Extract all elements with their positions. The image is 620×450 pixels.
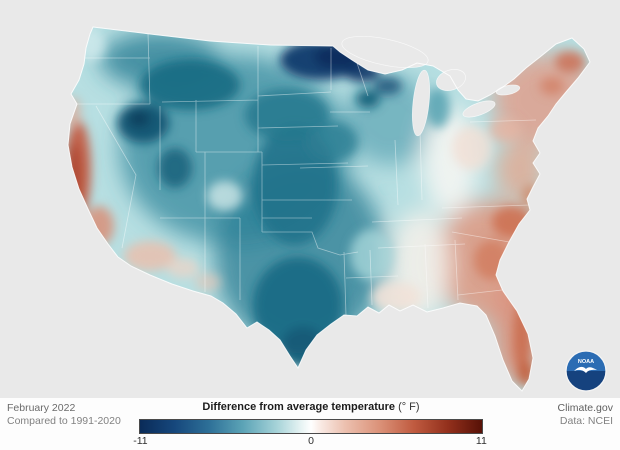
noaa-gull-icon xyxy=(574,366,597,373)
us-temperature-anomaly-map: NOAA xyxy=(0,0,620,398)
noaa-logo-sky xyxy=(566,351,606,371)
source-site-label: Climate.gov xyxy=(557,402,613,414)
lake-superior xyxy=(341,35,429,69)
detail-anomaly-blobs xyxy=(68,29,585,386)
lake-erie xyxy=(462,100,496,118)
noaa-logo-ring xyxy=(565,350,607,392)
legend-title-text: Difference from average temperature xyxy=(202,401,395,413)
tick-max: 11 xyxy=(475,435,487,447)
legend-tick-labels: -11 0 11 xyxy=(133,435,487,449)
color-scale-legend: Difference from average temperature (° F… xyxy=(133,401,487,449)
legend-title: Difference from average temperature (° F… xyxy=(139,401,483,417)
lake-michigan xyxy=(411,69,431,137)
baseline-label: Compared to 1991-2020 xyxy=(7,415,121,427)
color-scale-bar xyxy=(139,419,483,434)
period-label: February 2022 xyxy=(7,402,76,414)
source-data-label: Data: NCEI xyxy=(559,415,613,427)
caption-left: February 2022 Compared to 1991-2020 xyxy=(7,402,121,428)
lake-huron xyxy=(436,69,466,91)
great-lakes xyxy=(341,35,521,137)
caption-right: Climate.gov Data: NCEI xyxy=(558,402,613,428)
noaa-logo: NOAA xyxy=(565,350,607,392)
tick-min: -11 xyxy=(133,435,148,447)
noaa-logo-text: NOAA xyxy=(578,359,594,365)
legend-units: (° F) xyxy=(398,401,420,413)
tick-mid: 0 xyxy=(308,435,314,447)
state-borders xyxy=(72,32,537,316)
